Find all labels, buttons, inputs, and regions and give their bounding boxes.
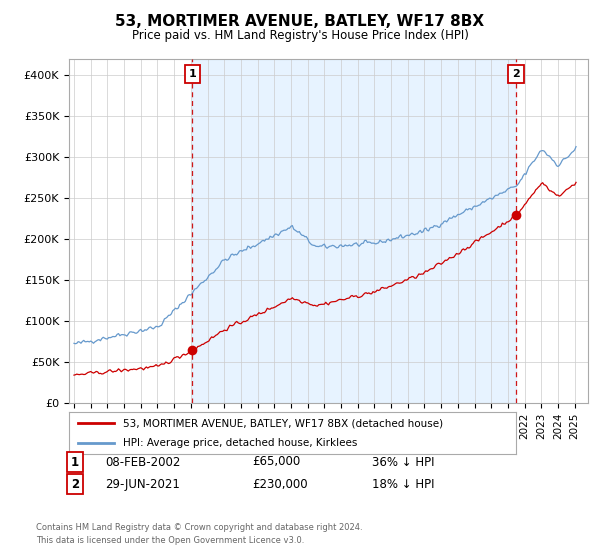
Text: 18% ↓ HPI: 18% ↓ HPI [372, 478, 434, 491]
Text: This data is licensed under the Open Government Licence v3.0.: This data is licensed under the Open Gov… [36, 536, 304, 545]
Text: 2: 2 [71, 478, 79, 491]
Text: Contains HM Land Registry data © Crown copyright and database right 2024.: Contains HM Land Registry data © Crown c… [36, 523, 362, 532]
Text: 36% ↓ HPI: 36% ↓ HPI [372, 455, 434, 469]
Text: 1: 1 [71, 455, 79, 469]
Text: 29-JUN-2021: 29-JUN-2021 [105, 478, 180, 491]
Text: 2: 2 [512, 69, 520, 80]
Text: 1: 1 [188, 69, 196, 80]
Text: HPI: Average price, detached house, Kirklees: HPI: Average price, detached house, Kirk… [122, 438, 357, 448]
Text: £65,000: £65,000 [252, 455, 300, 469]
Text: 53, MORTIMER AVENUE, BATLEY, WF17 8BX (detached house): 53, MORTIMER AVENUE, BATLEY, WF17 8BX (d… [122, 418, 443, 428]
Text: £230,000: £230,000 [252, 478, 308, 491]
Bar [193, 59, 516, 403]
Text: Price paid vs. HM Land Registry's House Price Index (HPI): Price paid vs. HM Land Registry's House … [131, 29, 469, 42]
Text: 08-FEB-2002: 08-FEB-2002 [105, 455, 181, 469]
Text: 53, MORTIMER AVENUE, BATLEY, WF17 8BX: 53, MORTIMER AVENUE, BATLEY, WF17 8BX [115, 14, 485, 29]
